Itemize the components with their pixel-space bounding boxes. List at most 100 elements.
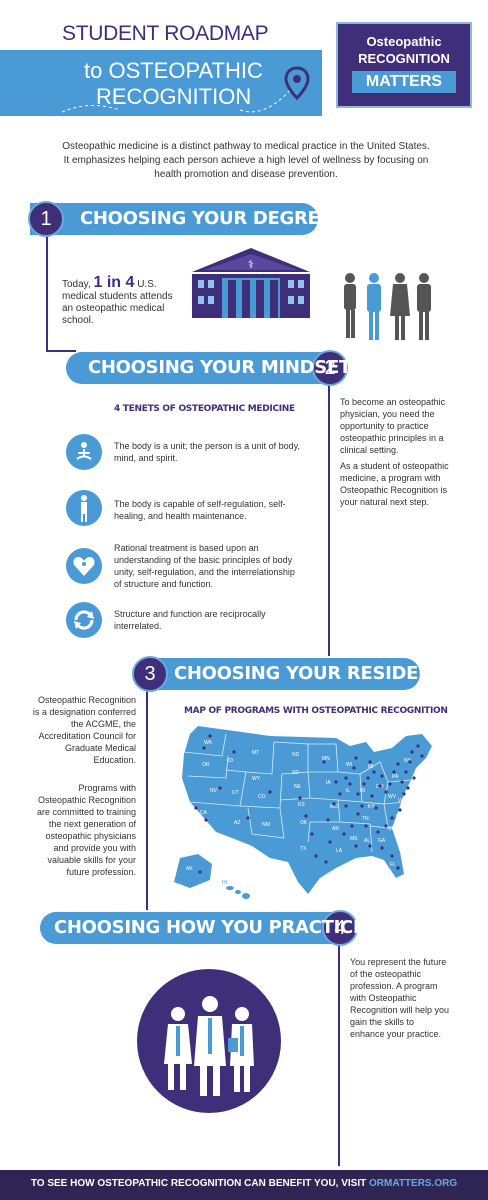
svg-text:WY: WY [252, 776, 261, 782]
footer-bar: TO SEE HOW OSTEOPATHIC RECOGNITION CAN B… [0, 1170, 488, 1200]
step1-stat: 1 in 4 [93, 274, 135, 291]
svg-text:IA: IA [326, 780, 331, 786]
svg-text:IL: IL [346, 788, 350, 794]
step4-number: 4 [322, 910, 358, 946]
svg-text:MO: MO [330, 804, 338, 810]
roadmap-line-1 [46, 232, 48, 352]
svg-text:KS: KS [298, 802, 305, 808]
tenet-text: Rational treatment is based upon an unde… [114, 543, 295, 589]
svg-text:OK: OK [300, 820, 308, 826]
tenets-heading: 4 TENETS OF OSTEOPATHIC MEDICINE [114, 404, 295, 414]
roadmap-line-2 [328, 384, 330, 656]
footer-text: TO SEE HOW OSTEOPATHIC RECOGNITION CAN B… [30, 1178, 367, 1189]
roadmap-line-3 [146, 690, 148, 910]
students-group-icon [344, 273, 431, 340]
svg-text:AZ: AZ [234, 820, 240, 826]
step2-banner [66, 352, 336, 384]
step1-number: 1 [28, 201, 64, 237]
tenet-item: The body is capable of self-regulation, … [66, 490, 306, 534]
step3-side-text-1: Osteopathic Recognition is a designation… [32, 695, 136, 765]
step2-side-text-1: To become an osteopathic physician, you … [340, 397, 446, 455]
svg-text:ID: ID [228, 758, 233, 764]
header-banner [0, 50, 322, 116]
step3-title: CHOOSING YOUR RESIDENCY [174, 663, 459, 684]
svg-text:NM: NM [262, 822, 270, 828]
intro-text: Osteopathic medicine is a distinct pathw… [62, 141, 430, 180]
location-pin-icon [284, 66, 310, 101]
logo-box: Osteopathic RECOGNITION MATTERS [336, 22, 472, 108]
svg-text:OR: OR [202, 762, 210, 768]
svg-text:WI: WI [346, 762, 352, 768]
step3-side-text-2: Programs with Osteopathic Recognition ar… [36, 783, 136, 877]
svg-text:KY: KY [368, 804, 375, 810]
footer-content: TO SEE HOW OSTEOPATHIC RECOGNITION CAN B… [0, 1178, 488, 1189]
step2-title: CHOOSING YOUR MINDSET [88, 357, 351, 378]
svg-text:WV: WV [388, 794, 397, 800]
svg-text:AR: AR [332, 826, 339, 832]
svg-text:VA: VA [398, 798, 405, 804]
svg-text:NY: NY [404, 758, 412, 764]
logo-line3-badge: MATTERS [352, 71, 456, 93]
step4-title: CHOOSING HOW YOU PRACTICE [54, 917, 365, 938]
doctors-group-icon [137, 969, 281, 1113]
step3-banner [144, 658, 420, 690]
medical-school-building-icon: ⚕ [192, 248, 310, 318]
svg-text:MN: MN [322, 756, 330, 762]
logo-line2: RECOGNITION [358, 51, 450, 66]
svg-text:AK: AK [186, 866, 193, 872]
svg-text:UT: UT [232, 790, 239, 796]
logo-line1: Osteopathic [366, 34, 442, 49]
svg-text:MS: MS [350, 836, 358, 842]
meditation-icon [66, 434, 102, 470]
step4-side-text: You represent the future of the osteopat… [350, 957, 450, 1039]
svg-text:SD: SD [292, 770, 299, 776]
step2-number: 2 [312, 350, 348, 386]
step1-title: CHOOSING YOUR DEGREE [80, 208, 332, 229]
roadmap-line-1-curve [46, 350, 76, 352]
us-map: WA OR ID MT WY NV UT CO CA AZ NM ND SD NE KS OK TX MN I… [174, 726, 432, 899]
map-heading: MAP OF PROGRAMS WITH OSTEOPATHIC RECOGNI… [184, 706, 448, 716]
step1-text-prefix: Today, [62, 279, 91, 290]
svg-text:AL: AL [364, 838, 370, 844]
svg-text:IN: IN [360, 788, 365, 794]
step3-number: 3 [132, 656, 168, 692]
svg-text:GA: GA [378, 838, 386, 844]
step2-side-text-2: As a student of osteopathic medicine, a … [340, 461, 449, 507]
step1-banner [30, 203, 318, 235]
step4-banner [40, 912, 340, 944]
header-title-line1: STUDENT ROADMAP [62, 22, 269, 45]
step1-text-rest: medical students attends an osteopathic … [62, 291, 173, 326]
svg-text:MI: MI [368, 764, 374, 770]
step1-stat-suffix: U.S. [137, 279, 157, 290]
svg-text:TX: TX [300, 846, 307, 852]
svg-text:SC: SC [388, 826, 395, 832]
svg-text:HI: HI [222, 880, 227, 886]
svg-text:ND: ND [292, 752, 300, 758]
svg-text:⚕: ⚕ [248, 258, 254, 271]
svg-text:LA: LA [336, 848, 343, 854]
tenet-text: The body is a unit; the person is a unit… [114, 441, 300, 463]
svg-text:NC: NC [396, 814, 404, 820]
road-path-icon [61, 89, 291, 113]
header-title-line2: to OSTEOPATHIC [84, 58, 263, 83]
svg-text:MT: MT [252, 750, 259, 756]
svg-text:NE: NE [294, 784, 302, 790]
tenet-text: The body is capable of self-regulation, … [114, 499, 286, 521]
tenet-item: The body is a unit; the person is a unit… [66, 432, 306, 476]
header-title-line3: RECOGNITION [96, 84, 252, 109]
cycle-arrows-icon [66, 602, 102, 638]
svg-text:FL: FL [390, 862, 396, 868]
svg-text:TN: TN [362, 816, 369, 822]
logo-line3: MATTERS [365, 73, 443, 90]
svg-text:CO: CO [258, 794, 266, 800]
svg-text:PA: PA [392, 774, 399, 780]
tenet-item: Rational treatment is based upon an unde… [66, 542, 306, 592]
footer-link[interactable]: ORMATTERS.ORG [369, 1178, 458, 1189]
svg-text:CA: CA [200, 810, 208, 816]
heart-care-icon [66, 548, 102, 584]
step1-text: Today, 1 in 4 U.S. medical students atte… [62, 274, 182, 327]
svg-text:WA: WA [204, 740, 213, 746]
tenet-item: Structure and function are reciprocally … [66, 600, 306, 644]
tenet-text: Structure and function are reciprocally … [114, 609, 266, 631]
roadmap-line-4 [338, 944, 340, 1166]
